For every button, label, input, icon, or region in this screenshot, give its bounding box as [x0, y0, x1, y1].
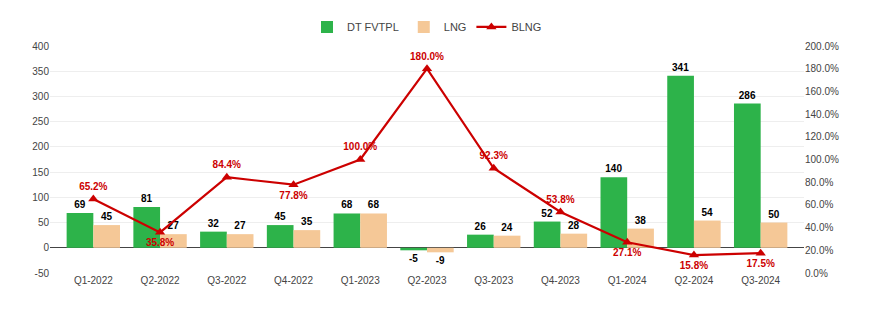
svg-text:Q1-2022: Q1-2022: [74, 275, 113, 286]
svg-text:52: 52: [541, 208, 553, 219]
svg-text:28: 28: [568, 220, 580, 231]
svg-text:69: 69: [74, 199, 86, 210]
svg-text:140.0%: 140.0%: [805, 109, 839, 120]
svg-text:120.0%: 120.0%: [805, 131, 839, 142]
svg-text:Q2-2022: Q2-2022: [141, 275, 180, 286]
svg-text:-50: -50: [35, 268, 50, 279]
svg-text:140: 140: [605, 163, 622, 174]
svg-text:-9: -9: [436, 255, 445, 266]
svg-text:65.2%: 65.2%: [79, 181, 107, 192]
svg-text:81: 81: [141, 193, 153, 204]
svg-text:180.0%: 180.0%: [805, 63, 839, 74]
svg-text:Q2-2023: Q2-2023: [408, 275, 447, 286]
svg-text:45: 45: [274, 211, 286, 222]
svg-text:68: 68: [341, 199, 353, 210]
svg-text:45: 45: [101, 211, 113, 222]
svg-text:250: 250: [32, 116, 49, 127]
svg-text:27: 27: [168, 220, 180, 231]
svg-text:38: 38: [635, 215, 647, 226]
svg-text:15.8%: 15.8%: [680, 260, 708, 271]
svg-text:350: 350: [32, 66, 49, 77]
svg-text:180.0%: 180.0%: [410, 51, 444, 62]
svg-text:200: 200: [32, 141, 49, 152]
svg-text:LNG: LNG: [444, 21, 467, 33]
svg-text:20.0%: 20.0%: [805, 245, 833, 256]
svg-text:DT FVTPL: DT FVTPL: [347, 21, 399, 33]
svg-text:60.0%: 60.0%: [805, 199, 833, 210]
svg-text:77.8%: 77.8%: [279, 190, 307, 201]
svg-text:35: 35: [301, 216, 313, 227]
svg-text:Q1-2024: Q1-2024: [608, 275, 647, 286]
svg-text:0: 0: [43, 242, 49, 253]
svg-text:100: 100: [32, 192, 49, 203]
svg-text:100.0%: 100.0%: [805, 154, 839, 165]
svg-text:84.4%: 84.4%: [213, 159, 241, 170]
svg-text:92.3%: 92.3%: [480, 150, 508, 161]
svg-text:68: 68: [368, 199, 380, 210]
svg-text:Q4-2022: Q4-2022: [274, 275, 313, 286]
svg-text:40.0%: 40.0%: [805, 222, 833, 233]
svg-text:Q4-2023: Q4-2023: [541, 275, 580, 286]
svg-text:Q3-2022: Q3-2022: [207, 275, 246, 286]
svg-text:32: 32: [208, 218, 220, 229]
svg-text:100.0%: 100.0%: [343, 141, 377, 152]
svg-text:200.0%: 200.0%: [805, 41, 839, 52]
svg-text:80.0%: 80.0%: [805, 177, 833, 188]
svg-text:Q3-2024: Q3-2024: [741, 275, 780, 286]
svg-text:400: 400: [32, 41, 49, 52]
svg-text:50: 50: [768, 209, 780, 220]
svg-text:27.1%: 27.1%: [613, 247, 641, 258]
svg-text:286: 286: [739, 90, 756, 101]
svg-text:26: 26: [475, 221, 487, 232]
svg-text:-5: -5: [409, 253, 418, 264]
svg-text:24: 24: [501, 222, 513, 233]
svg-text:17.5%: 17.5%: [747, 258, 775, 269]
svg-text:54: 54: [702, 207, 714, 218]
svg-text:50: 50: [38, 217, 50, 228]
svg-text:160.0%: 160.0%: [805, 86, 839, 97]
svg-text:300: 300: [32, 91, 49, 102]
svg-text:0.0%: 0.0%: [805, 268, 828, 279]
svg-text:BLNG: BLNG: [511, 21, 541, 33]
svg-text:53.8%: 53.8%: [546, 194, 574, 205]
svg-text:341: 341: [672, 62, 689, 73]
svg-text:150: 150: [32, 167, 49, 178]
svg-text:Q1-2023: Q1-2023: [341, 275, 380, 286]
svg-text:Q3-2023: Q3-2023: [474, 275, 513, 286]
svg-text:27: 27: [234, 220, 246, 231]
svg-text:35.8%: 35.8%: [146, 237, 174, 248]
svg-text:Q2-2024: Q2-2024: [674, 275, 713, 286]
